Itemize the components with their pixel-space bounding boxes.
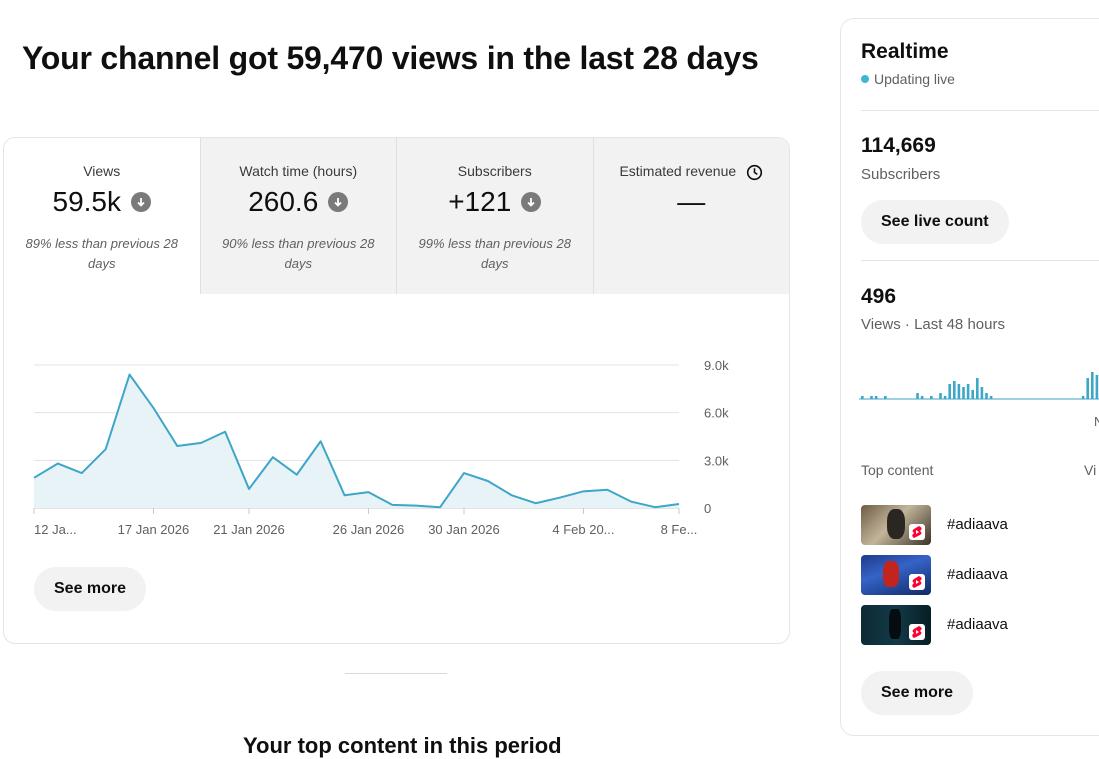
tab-estimated-revenue[interactable]: Estimated revenue — bbox=[593, 138, 789, 294]
x-tick-label: 21 Jan 2026 bbox=[213, 522, 285, 537]
realtime-card: Realtime Updating live 114,669 Subscribe… bbox=[840, 18, 1099, 736]
tab-subscribers[interactable]: Subscribers +121 99% less than previous … bbox=[397, 138, 594, 294]
page-headline: Your channel got 59,470 views in the las… bbox=[22, 40, 759, 76]
y-tick-label: 3.0k bbox=[704, 453, 729, 468]
clock-icon bbox=[746, 164, 763, 180]
section-divider bbox=[345, 673, 447, 674]
realtime-mini-chart bbox=[859, 372, 1099, 400]
tab-subscribers-compare: 99% less than previous 28 days bbox=[418, 236, 571, 271]
tab-watch-time-compare: 90% less than previous 28 days bbox=[222, 236, 375, 271]
mini-chart-bar bbox=[1081, 396, 1085, 399]
shorts-icon bbox=[909, 624, 925, 640]
analytics-card: Views 59.5k 89% less than previous 28 da… bbox=[3, 137, 790, 644]
arrow-down-icon bbox=[328, 192, 349, 212]
x-tick-label: 30 Jan 2026 bbox=[428, 522, 500, 537]
views-line bbox=[33, 373, 680, 509]
mini-chart-bar bbox=[948, 384, 951, 399]
x-tick-label: 12 Ja... bbox=[34, 522, 77, 537]
mini-chart-bar bbox=[930, 396, 933, 399]
arrow-down-icon bbox=[131, 192, 151, 212]
divider bbox=[861, 110, 1099, 111]
x-tick-label: 8 Fe... bbox=[661, 522, 698, 537]
tab-views[interactable]: Views 59.5k 89% less than previous 28 da… bbox=[4, 138, 201, 294]
mini-chart-bar bbox=[953, 381, 956, 399]
subscriber-label: Subscribers bbox=[861, 166, 941, 183]
mini-chart-bar bbox=[1086, 378, 1089, 399]
subscriber-count: 114,669 bbox=[861, 134, 936, 157]
tab-views-label: Views bbox=[83, 163, 121, 179]
tab-watch-time[interactable]: Watch time (hours) 260.6 90% less than p… bbox=[200, 138, 397, 294]
shorts-icon bbox=[909, 524, 925, 540]
see-more-button[interactable]: See more bbox=[34, 567, 147, 611]
mini-chart-bar bbox=[1091, 372, 1094, 399]
tab-watch-time-label: Watch time (hours) bbox=[239, 163, 358, 179]
video-thumbnail bbox=[861, 505, 931, 545]
realtime-title: Realtime bbox=[861, 40, 949, 63]
mini-chart-bar bbox=[920, 396, 924, 399]
mini-chart-bar bbox=[861, 396, 864, 399]
top-content-label: Top content bbox=[861, 462, 934, 478]
video-title: #adiaava bbox=[947, 566, 1008, 583]
tab-revenue-value: — bbox=[677, 186, 706, 217]
mini-chart-bar bbox=[1095, 375, 1099, 399]
mini-chart-bar bbox=[980, 387, 984, 399]
mini-chart-bar bbox=[874, 396, 878, 399]
list-item[interactable]: #adiaava 4 bbox=[861, 505, 1099, 545]
mini-chart-axis-label: N bbox=[1094, 414, 1099, 429]
live-dot-icon bbox=[861, 75, 869, 83]
video-thumbnail bbox=[861, 605, 931, 645]
realtime-status: Updating live bbox=[874, 71, 955, 87]
list-item[interactable]: #adiaava bbox=[861, 605, 1099, 645]
views-48h-label: Views · Last 48 hours bbox=[861, 316, 1005, 333]
y-tick-label: 9.0k bbox=[704, 358, 729, 373]
mini-chart-bar bbox=[957, 384, 961, 399]
mini-chart-bar bbox=[985, 393, 988, 399]
mini-chart-bar bbox=[966, 384, 970, 399]
metric-tabs: Views 59.5k 89% less than previous 28 da… bbox=[4, 138, 789, 294]
shorts-icon bbox=[909, 574, 925, 590]
mini-chart-bar bbox=[971, 390, 974, 399]
tab-revenue-label: Estimated revenue bbox=[619, 163, 737, 179]
tab-subscribers-value: +121 bbox=[448, 186, 512, 217]
mini-chart-bar bbox=[916, 393, 919, 399]
tab-views-value: 59.5k bbox=[52, 186, 122, 217]
views-column-label: Vi bbox=[1084, 462, 1097, 478]
x-tick-label: 4 Feb 20... bbox=[552, 522, 614, 537]
realtime-see-more-button[interactable]: See more bbox=[861, 671, 974, 715]
top-content-heading: Your top content in this period bbox=[243, 733, 562, 758]
y-tick-label: 6.0k bbox=[704, 406, 729, 421]
divider bbox=[861, 260, 1099, 261]
mini-chart-bar bbox=[870, 396, 873, 399]
mini-chart-bar bbox=[989, 396, 993, 399]
mini-chart-bar bbox=[939, 393, 942, 399]
tab-subscribers-label: Subscribers bbox=[457, 163, 532, 179]
video-title: #adiaava bbox=[947, 516, 1008, 533]
mini-chart-bar bbox=[962, 387, 965, 399]
video-title: #adiaava bbox=[947, 616, 1008, 633]
arrow-down-icon bbox=[521, 192, 542, 212]
see-live-count-button[interactable]: See live count bbox=[861, 200, 1009, 244]
views-chart: 0 3.0k 6.0k 9.0k 12 Ja... 17 Jan 2026 21 Jan 2… bbox=[33, 358, 729, 537]
tab-views-compare: 89% less than previous 28 days bbox=[25, 236, 178, 271]
video-thumbnail bbox=[861, 555, 931, 595]
x-tick-label: 17 Jan 2026 bbox=[118, 522, 190, 537]
x-tick-label: 26 Jan 2026 bbox=[333, 522, 405, 537]
list-item[interactable]: #adiaava bbox=[861, 555, 1099, 595]
mini-chart-bar bbox=[976, 378, 979, 399]
mini-chart-bar bbox=[884, 396, 887, 399]
views-area bbox=[34, 374, 679, 508]
tab-watch-time-value: 260.6 bbox=[248, 186, 319, 217]
mini-chart-bar bbox=[943, 396, 947, 399]
views-48h-count: 496 bbox=[861, 285, 897, 308]
y-tick-label: 0 bbox=[704, 501, 711, 516]
